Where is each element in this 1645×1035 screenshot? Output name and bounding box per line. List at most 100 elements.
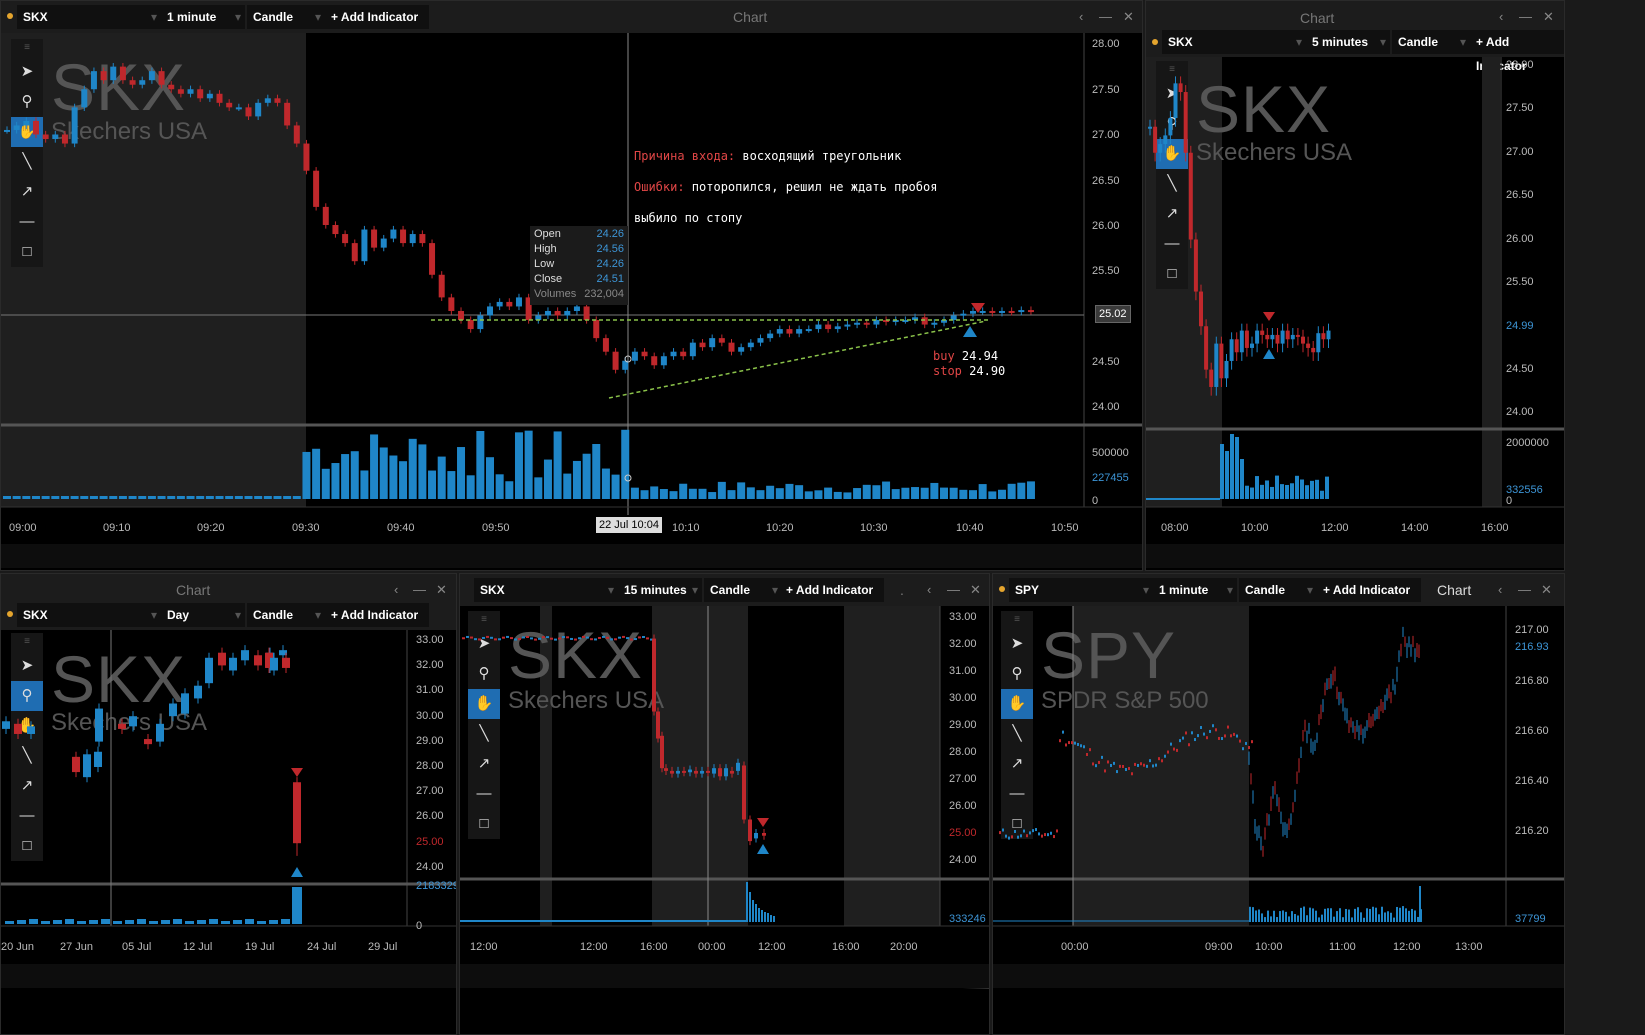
- minimize-icon[interactable]: —: [1518, 582, 1531, 597]
- hand-icon[interactable]: ✋: [1156, 139, 1188, 169]
- timeframe-select[interactable]: 1 minute: [1153, 578, 1237, 602]
- grip-icon[interactable]: ≡: [1014, 614, 1020, 625]
- hline-icon[interactable]: —: [19, 807, 35, 824]
- line-icon[interactable]: ╲: [1012, 725, 1022, 742]
- collapse-icon[interactable]: ‹: [927, 582, 932, 597]
- timeframe-select[interactable]: 5 minutes: [1306, 30, 1390, 54]
- y-axis-label: 27.50: [1506, 102, 1534, 115]
- hand-icon[interactable]: ✋: [1001, 689, 1033, 719]
- grip-icon[interactable]: ≡: [24, 42, 30, 53]
- add-indicator-button[interactable]: + Add Indicator: [780, 578, 884, 602]
- rect-icon[interactable]: □: [479, 815, 489, 832]
- hline-icon[interactable]: —: [1009, 785, 1025, 802]
- arrow-icon[interactable]: ↗: [1010, 755, 1024, 772]
- add-indicator-button[interactable]: + Add Indicator: [325, 603, 429, 627]
- chart-type-select[interactable]: Candle: [704, 578, 782, 602]
- zoom-icon[interactable]: ⚲: [1011, 665, 1023, 682]
- rect-icon[interactable]: □: [1012, 815, 1022, 832]
- navigator[interactable]: [1, 964, 456, 988]
- line-icon[interactable]: ╲: [479, 725, 489, 742]
- link-dot-icon[interactable]: [1152, 39, 1158, 45]
- arrow-icon[interactable]: ↗: [20, 777, 34, 794]
- rect-icon[interactable]: □: [1167, 265, 1177, 282]
- minimize-icon[interactable]: —: [413, 582, 426, 597]
- grip-icon[interactable]: ≡: [24, 636, 30, 647]
- buy-marker: [1263, 349, 1275, 359]
- navigator[interactable]: [460, 964, 989, 988]
- pointer-icon[interactable]: ➤: [20, 63, 34, 80]
- hline-icon[interactable]: —: [476, 785, 492, 802]
- symbol-select[interactable]: SKX: [17, 5, 161, 29]
- x-axis-label: 12:00: [1393, 941, 1421, 953]
- candle: [1168, 118, 1173, 136]
- arrow-icon[interactable]: ↗: [1165, 205, 1179, 222]
- link-dot-icon[interactable]: [7, 611, 13, 617]
- price-chart-svg[interactable]: [1, 1, 1143, 571]
- add-indicator-button[interactable]: + Add Indicator: [325, 5, 429, 29]
- link-dot-icon[interactable]: [7, 13, 13, 19]
- navigator[interactable]: [1, 544, 1142, 568]
- volume-bar: [1320, 490, 1324, 499]
- collapse-icon[interactable]: ‹: [1498, 582, 1503, 597]
- collapse-icon[interactable]: ‹: [394, 582, 399, 597]
- candle: [682, 770, 686, 773]
- candle: [332, 225, 339, 235]
- pointer-icon[interactable]: ➤: [20, 657, 34, 674]
- hline-icon[interactable]: —: [1164, 235, 1180, 252]
- link-dot-icon[interactable]: [999, 586, 1005, 592]
- symbol-select[interactable]: SKX: [17, 603, 161, 627]
- line-icon[interactable]: ╲: [22, 747, 32, 764]
- candle: [1107, 760, 1109, 764]
- zoom-icon[interactable]: ⚲: [478, 665, 490, 682]
- candle: [42, 134, 49, 140]
- rect-icon[interactable]: □: [22, 243, 32, 260]
- hand-icon[interactable]: ✋: [468, 689, 500, 719]
- y-axis-label: 26.00: [1092, 220, 1120, 232]
- zoom-icon[interactable]: ⚲: [11, 681, 43, 711]
- pointer-icon[interactable]: ➤: [1010, 635, 1024, 652]
- close-icon[interactable]: ✕: [436, 582, 447, 597]
- candle: [699, 342, 706, 348]
- grip-icon[interactable]: ≡: [481, 614, 487, 625]
- chart-type-select[interactable]: Candle: [247, 603, 325, 627]
- chart-type-select[interactable]: Candle: [247, 5, 325, 29]
- volume-bar: [1324, 908, 1326, 922]
- candle: [400, 229, 407, 244]
- timeframe-select[interactable]: 15 minutes: [618, 578, 702, 602]
- symbol-select[interactable]: SPY: [1009, 578, 1153, 602]
- navigator[interactable]: [993, 964, 1564, 988]
- rect-icon[interactable]: □: [22, 837, 32, 854]
- candle: [554, 310, 561, 316]
- drawing-toolbar: ≡ ➤ ⚲ ✋ ╲ ↗ — □: [1001, 611, 1033, 839]
- volume-bar: [901, 487, 910, 499]
- add-indicator-button[interactable]: + Add Indicator: [1317, 578, 1421, 602]
- collapse-icon[interactable]: ‹: [1499, 9, 1504, 24]
- timeframe-select[interactable]: Day: [161, 603, 245, 627]
- close-icon[interactable]: ✕: [1541, 582, 1552, 597]
- grip-icon[interactable]: ≡: [1169, 64, 1175, 75]
- volume-bar: [688, 488, 697, 499]
- line-icon[interactable]: ╲: [22, 153, 32, 170]
- close-icon[interactable]: ✕: [970, 582, 981, 597]
- minimize-icon[interactable]: —: [1519, 9, 1532, 24]
- zoom-icon[interactable]: ⚲: [21, 93, 33, 110]
- volume-bar: [563, 473, 572, 499]
- line-icon[interactable]: ╲: [1167, 175, 1177, 192]
- minimize-icon[interactable]: —: [947, 582, 960, 597]
- close-icon[interactable]: ✕: [1123, 9, 1134, 24]
- chart-type-select[interactable]: Candle: [1239, 578, 1317, 602]
- hline-icon[interactable]: —: [19, 213, 35, 230]
- symbol-select[interactable]: SKX: [1162, 30, 1306, 54]
- symbol-select[interactable]: SKX: [474, 578, 618, 602]
- collapse-icon[interactable]: ‹: [1079, 9, 1084, 24]
- volume-bar: [1354, 908, 1356, 922]
- arrow-icon[interactable]: ↗: [477, 755, 491, 772]
- timeframe-select[interactable]: 1 minute: [161, 5, 245, 29]
- price-chart-svg[interactable]: [1146, 1, 1565, 571]
- close-icon[interactable]: ✕: [1543, 9, 1554, 24]
- chart-type-select[interactable]: Candle: [1392, 30, 1470, 54]
- minimize-icon[interactable]: —: [1099, 9, 1112, 24]
- sell-marker: [1263, 312, 1275, 321]
- arrow-icon[interactable]: ↗: [20, 183, 34, 200]
- navigator[interactable]: [1146, 544, 1564, 568]
